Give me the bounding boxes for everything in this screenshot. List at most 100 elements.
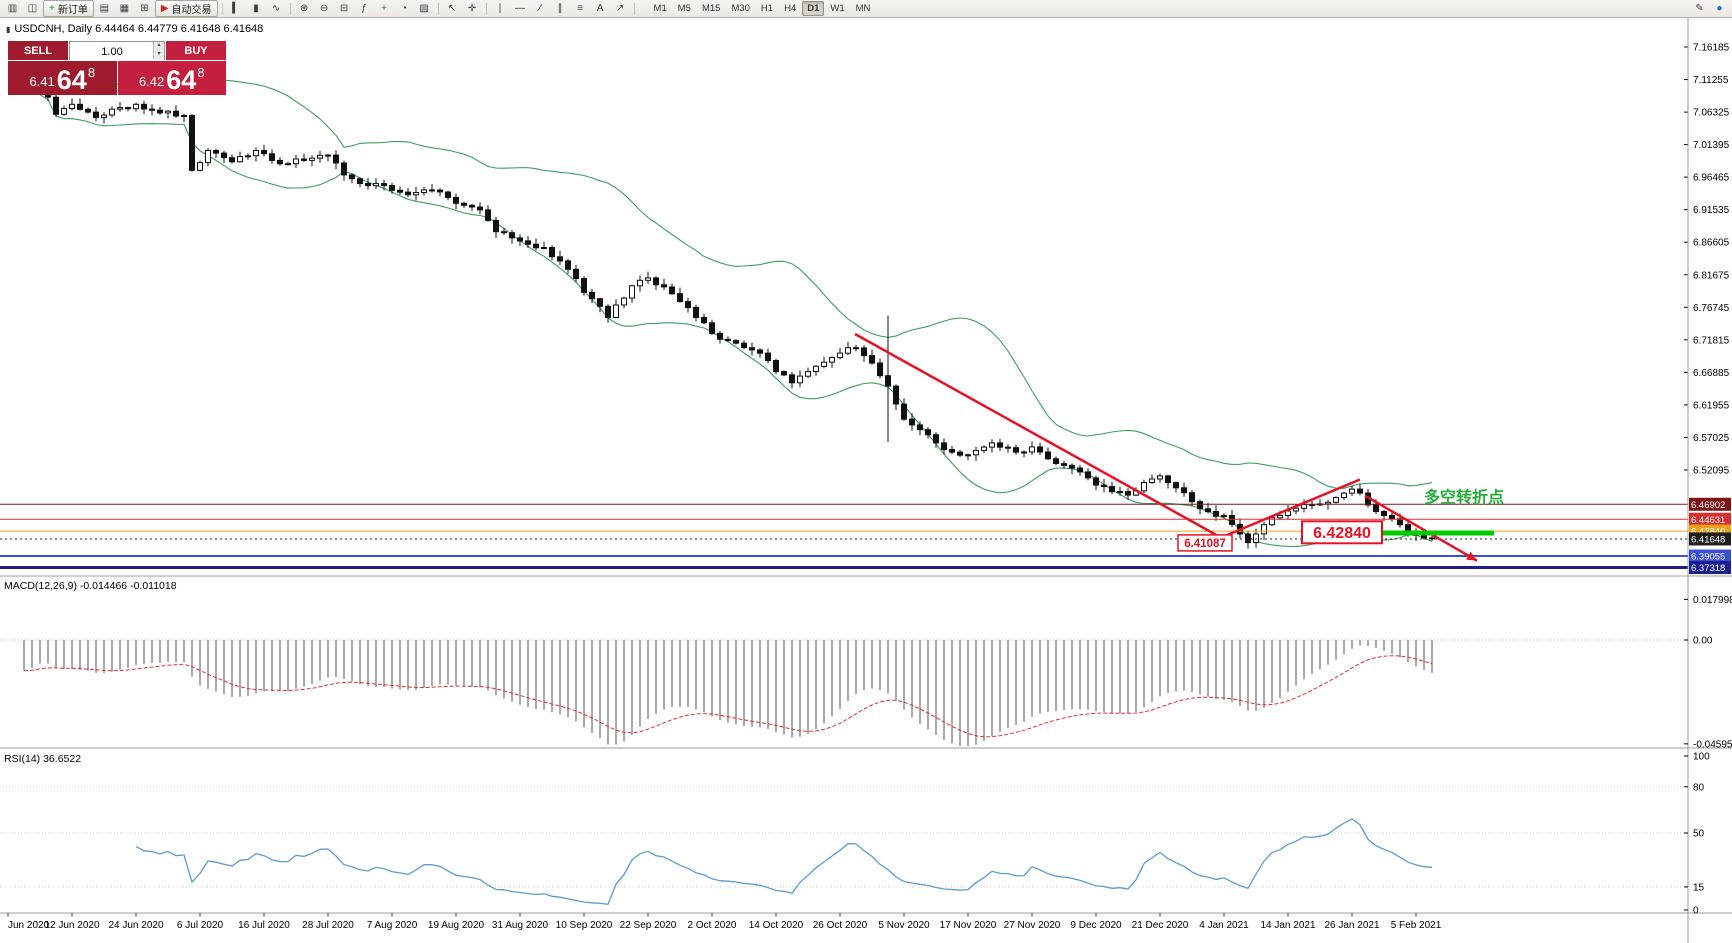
price-axis-label: 6.52095: [1693, 465, 1730, 476]
trendline-annotation-1[interactable]: [854, 332, 1222, 539]
price-axis-label: 6.71815: [1693, 335, 1730, 346]
sell-price-button[interactable]: 6.41 64 8: [8, 61, 117, 95]
price-callout-text: 6.41087: [1184, 538, 1226, 550]
date-axis-label: 26 Jan 2021: [1324, 920, 1379, 931]
price-callout-box-1[interactable]: [1177, 534, 1233, 552]
volume-decrease-button[interactable]: ▾: [153, 50, 164, 59]
timeframe-m30[interactable]: M30: [731, 3, 750, 14]
sell-button[interactable]: SELL: [8, 41, 68, 60]
fibonacci-icon[interactable]: ≡: [571, 0, 590, 17]
crosshair-icon[interactable]: ✛: [463, 0, 482, 17]
community-icon[interactable]: ●: [1710, 0, 1729, 17]
macd-scale-label: 0.017998: [1693, 595, 1732, 606]
vertical-line-icon[interactable]: ∣: [491, 0, 510, 17]
text-label-icon[interactable]: A: [591, 0, 610, 17]
price-tag-label: 6.37318: [1691, 563, 1725, 574]
chart-preview-icon[interactable]: ◫: [23, 0, 42, 17]
trendline-annotation-2[interactable]: [1220, 478, 1361, 539]
zoom-out-icon[interactable]: ⊖: [315, 0, 334, 17]
indicators-icon[interactable]: ƒ: [355, 0, 374, 17]
tile-windows-icon[interactable]: ⊟: [335, 0, 354, 17]
sell-price-big-digits: 64: [56, 65, 87, 95]
volume-field: ▴ ▾: [69, 41, 165, 61]
indicator-add-icon[interactable]: +: [375, 0, 394, 17]
macd-histogram: [23, 640, 1433, 746]
line-chart-icon[interactable]: ∿: [267, 0, 286, 17]
volume-increase-button[interactable]: ▴: [153, 42, 164, 51]
timeframe-mn[interactable]: MN: [855, 3, 871, 14]
edit-icon[interactable]: ✎: [1690, 0, 1709, 17]
toolbar-separator: [221, 2, 223, 15]
chart-title-bar: ▮ USDCNH, Daily 6.44464 6.44779 6.41648 …: [6, 23, 263, 35]
timeframe-group: M1 M5 M15 M30 H1 H4 D1 W1 MN: [649, 1, 876, 16]
price-tag-6.39055: [1689, 549, 1731, 563]
chart-window-icon[interactable]: ▥: [3, 0, 22, 17]
price-axis-label: 6.81675: [1693, 270, 1730, 281]
arrows-tool-icon[interactable]: ↗: [611, 0, 630, 17]
timeframe-m15[interactable]: M15: [701, 3, 721, 14]
market-watch-icon[interactable]: ▤: [95, 0, 114, 17]
timeframe-w1[interactable]: W1: [830, 3, 845, 14]
rsi-indicator-label: RSI(14) 36.6522: [4, 753, 81, 765]
sell-price-prefix: 6.41: [29, 74, 55, 89]
date-axis-label: 14 Oct 2020: [749, 920, 804, 931]
trend-arrow-line[interactable]: [1364, 494, 1478, 562]
templates-icon[interactable]: ▨: [415, 0, 434, 17]
bar-chart-icon[interactable]: ▍: [227, 0, 246, 17]
sell-price-pip-digit: 8: [87, 65, 96, 80]
price-axis-label: 7.16185: [1693, 43, 1730, 54]
price-tag-label: 6.41648: [1691, 534, 1725, 545]
rsi-scale-label: 0: [1693, 906, 1699, 917]
order-header-row: SELL ▴ ▾ BUY: [8, 41, 226, 61]
timeframe-m1[interactable]: M1: [653, 3, 667, 14]
period-icon[interactable]: ◔: [395, 0, 414, 17]
date-axis-label: Jun 2020: [8, 920, 50, 931]
macd-scale-label: 0.00: [1693, 636, 1713, 647]
cursor-icon[interactable]: ↖: [443, 0, 462, 17]
period-icon: ◔: [401, 2, 408, 14]
date-axis-label: 10 Sep 2020: [556, 920, 613, 931]
price-callout-box-2[interactable]: [1301, 520, 1383, 545]
date-axis-label: 12 Jun 2020: [44, 920, 99, 931]
date-axis-label: 5 Feb 2021: [1391, 920, 1442, 931]
community-icon: ●: [1716, 2, 1723, 14]
symbol-ohlc-text: USDCNH, Daily 6.44464 6.44779 6.41648 6.…: [14, 23, 264, 35]
zoom-in-icon: ⊕: [299, 2, 309, 14]
vertical-line-icon: ∣: [497, 2, 503, 14]
new-order-button[interactable]: + 新订单: [43, 0, 94, 17]
equidistant-channel-icon: ∥: [557, 2, 563, 14]
templates-icon: ▨: [419, 2, 429, 14]
timeframe-d1[interactable]: D1: [802, 1, 825, 16]
line-chart-icon: ∿: [271, 2, 281, 14]
date-axis-label: 19 Aug 2020: [428, 920, 485, 931]
cursor-icon: ↖: [447, 2, 457, 14]
trendline-icon[interactable]: ∕: [531, 0, 550, 17]
top-toolbar: ▥ ◫ + 新订单 ▤ ▦ ⊞ ▶ 自动交易 ▍ ▮ ∿ ⊕ ⊖ ⊟ ƒ + ◔ ▨ ↖ ✛ ∣ — ∕ ∥ ≡ A ↗ M1 M5 M15…: [0, 0, 1732, 18]
horizontal-line-icon[interactable]: —: [511, 0, 530, 17]
buy-button[interactable]: BUY: [166, 41, 226, 60]
timeframe-h4[interactable]: H4: [784, 3, 797, 14]
date-axis-label: 14 Jan 2021: [1260, 920, 1315, 931]
crosshair-icon: ✛: [467, 2, 477, 14]
volume-input[interactable]: [70, 43, 164, 61]
edit-icon: ✎: [1695, 2, 1704, 14]
date-axis-label: 6 Jul 2020: [177, 920, 224, 931]
order-price-row: 6.41 64 8 6.42 64 8: [8, 61, 226, 95]
new-order-button-label: 新订单: [57, 5, 88, 16]
indicators-icon: ƒ: [361, 2, 367, 14]
auto-trading-button[interactable]: ▶ 自动交易: [154, 0, 218, 17]
candlestick-chart-icon[interactable]: ▮: [247, 0, 266, 17]
rsi-scale-label: 100: [1693, 752, 1710, 763]
bar-chart-icon: ▍: [232, 2, 240, 14]
equidistant-channel-icon[interactable]: ∥: [551, 0, 570, 17]
timeframe-m5[interactable]: M5: [677, 3, 691, 14]
macd-signal-line: [23, 655, 1433, 738]
chart-preview-icon: ◫: [27, 2, 38, 14]
terminal-icon[interactable]: ⊞: [135, 0, 154, 17]
buy-price-button[interactable]: 6.42 64 8: [117, 61, 226, 95]
price-axis-label: 7.01395: [1693, 140, 1730, 151]
navigator-icon[interactable]: ▦: [115, 0, 134, 17]
zoom-in-icon[interactable]: ⊕: [295, 0, 314, 17]
timeframe-h1[interactable]: H1: [760, 3, 774, 14]
